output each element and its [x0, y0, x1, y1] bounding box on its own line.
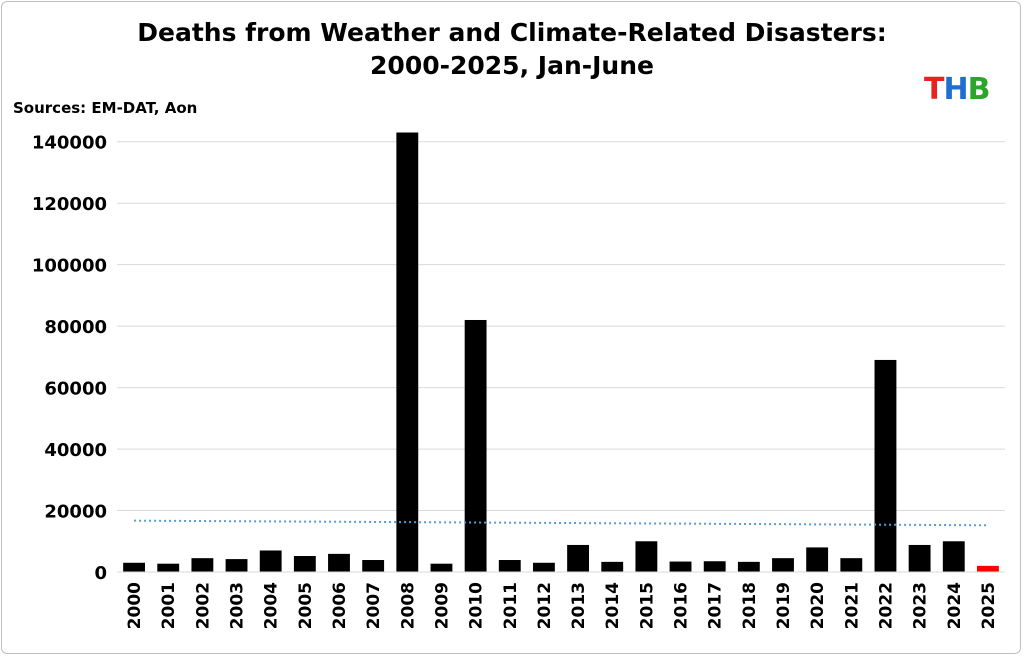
bar-2006: [328, 553, 350, 572]
bar-2005: [293, 556, 316, 572]
y-tick-label: 140000: [32, 133, 107, 154]
x-tick-label: 2018: [740, 582, 760, 629]
bar-2013: [567, 544, 590, 572]
chart-title-line1: Deaths from Weather and Climate-Related …: [137, 18, 887, 47]
bar-2010: [464, 319, 487, 572]
x-tick-label: 2007: [364, 582, 384, 629]
bar-2000: [123, 562, 146, 572]
bar-2004: [259, 550, 282, 572]
x-tick-label: 2019: [774, 582, 794, 629]
bar-2014: [601, 561, 624, 572]
bar-2015: [635, 541, 658, 572]
x-tick-label: 2014: [603, 582, 623, 629]
x-tick-label: 2010: [467, 582, 487, 629]
chart-title: Deaths from Weather and Climate-Related …: [0, 16, 1024, 82]
thb-logo: THB: [924, 72, 991, 107]
bar-2002: [191, 558, 214, 572]
bar-2025: [976, 565, 999, 572]
y-tick-label: 100000: [32, 256, 107, 277]
bar-2011: [498, 560, 521, 572]
x-tick-label: 2006: [330, 582, 350, 629]
x-tick-label: 2017: [706, 582, 726, 629]
bar-2016: [669, 561, 692, 572]
bar-2007: [362, 560, 385, 572]
x-tick-label: 2012: [535, 582, 555, 629]
y-tick-label: 0: [94, 563, 107, 584]
x-tick-label: 2025: [979, 582, 999, 629]
x-tick-label: 2004: [262, 582, 282, 629]
x-tick-label: 2005: [296, 582, 316, 629]
y-tick-label: 120000: [32, 194, 107, 215]
x-tick-label: 2020: [808, 582, 828, 629]
bar-2012: [532, 562, 555, 572]
x-tick-label: 2016: [672, 582, 692, 629]
chart-title-line2: 2000-2025, Jan-June: [370, 51, 654, 80]
y-tick-label: 40000: [44, 440, 107, 461]
x-tick-label: 2009: [432, 582, 452, 629]
x-tick-label: 2013: [569, 582, 589, 629]
logo-letter-b: B: [967, 72, 991, 107]
x-tick-label: 2008: [398, 582, 418, 629]
source-note: Sources: EM-DAT, Aon: [13, 99, 198, 117]
bar-2008: [396, 132, 419, 572]
bar-2018: [737, 561, 760, 572]
y-tick-label: 80000: [44, 317, 107, 338]
logo-letter-t: T: [924, 72, 944, 107]
x-tick-label: 2015: [637, 582, 657, 629]
bar-2022: [874, 359, 897, 572]
x-tick-label: 2022: [876, 582, 896, 629]
y-tick-label: 20000: [44, 502, 107, 523]
bar-2021: [840, 558, 863, 572]
logo-letter-h: H: [943, 72, 968, 107]
bar-2023: [908, 544, 931, 572]
x-tick-label: 2000: [125, 582, 145, 629]
x-tick-label: 2002: [193, 582, 213, 629]
bar-2024: [942, 541, 965, 572]
bar-2020: [806, 547, 829, 572]
bar-2003: [225, 559, 248, 572]
bar-2009: [430, 563, 453, 572]
x-tick-label: 2001: [159, 582, 179, 629]
bar-2019: [772, 558, 794, 572]
trendline: [134, 519, 988, 527]
x-tick-label: 2024: [945, 582, 965, 629]
y-tick-label: 60000: [44, 379, 107, 400]
bar-2001: [157, 563, 180, 572]
x-tick-label: 2023: [911, 582, 931, 629]
x-tick-label: 2011: [501, 582, 521, 629]
bar-2017: [703, 561, 726, 572]
x-tick-label: 2021: [842, 582, 862, 629]
x-tick-label: 2003: [228, 582, 248, 629]
